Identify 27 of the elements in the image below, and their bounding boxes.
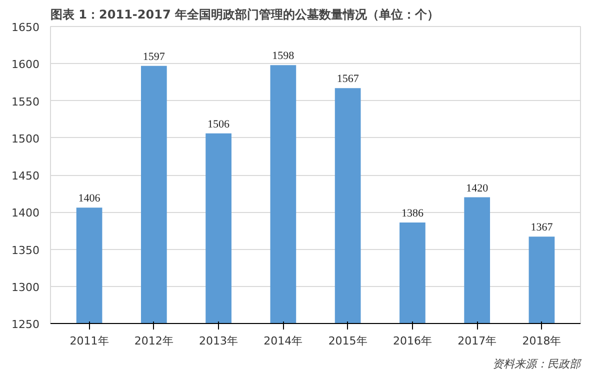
x-tick-label: 2017年 [458,334,497,348]
y-tick-label: 1550 [12,95,40,108]
y-tick-label: 1650 [12,21,40,34]
data-label: 1597 [142,50,166,63]
data-label: 1406 [78,192,101,205]
data-label: 1420 [466,182,489,194]
text: 资料来源：民政部 [492,358,582,370]
y-tick-label: 1300 [12,280,40,294]
data-label: 1567 [336,73,360,86]
x-tick-label: 2016年 [392,334,432,348]
data-label: 1367 [530,222,554,234]
x-tick-label: 2015年 [328,334,368,348]
y-tick-label: 1250 [12,318,40,331]
y-tick-label: 1600 [12,58,40,72]
x-tick-label: 2013年 [199,334,238,348]
x-tick-label: 2011年 [70,334,109,348]
y-tick-label: 1400 [12,206,40,220]
y-tick-label: 1350 [12,244,40,257]
x-tick-label: 2018年 [522,334,562,348]
x-tick-label: 2014年 [264,334,303,348]
data-label: 1506 [208,118,230,130]
data-label: 1598 [272,50,295,62]
chart-title: 图表 1：2011-2017 年全国明政部门管理的公墓数量情况（单位：个） [50,8,439,22]
x-tick-label: 2012年 [134,334,174,348]
y-tick-label: 1450 [12,170,40,182]
y-tick-label: 1500 [12,132,40,146]
data-label: 1386 [401,208,424,220]
